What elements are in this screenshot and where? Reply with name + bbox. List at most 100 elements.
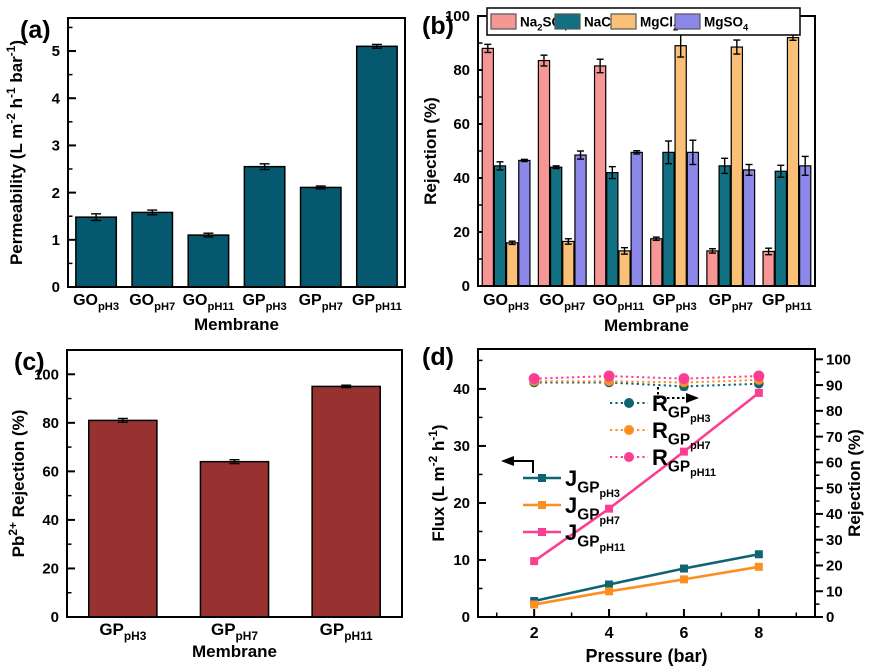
y-axis-title-right: Rejection (%) (845, 429, 864, 537)
legend-swatch-0 (490, 13, 517, 30)
marker-square (530, 600, 539, 609)
bar-b-s3-4 (742, 169, 756, 287)
line-2-rejection (534, 375, 759, 380)
x-tick-label: 8 (754, 625, 763, 642)
y-axis-title-left: Flux (L m-2 h-1) (426, 424, 448, 541)
bar-b-s1-3 (662, 151, 675, 287)
bar-b-s2-3 (674, 45, 687, 287)
bar-a-3 (243, 165, 286, 288)
legend-J-1: JGPpH7 (565, 493, 620, 527)
right-axis-arrow (657, 387, 688, 399)
bar-b-s1-1 (549, 166, 563, 287)
y-tick-label: 100 (34, 366, 59, 383)
y-tick-label: 60 (42, 464, 59, 481)
panel-letter-c: (c) (14, 348, 45, 376)
panel-b-chart: 0 20 40 60 80 100 Na2SO4NaClMgCl2MgSO4 GOpH3 GOp… (421, 7, 816, 335)
marker-square (605, 504, 614, 513)
panel-a-plot: 0 1 2 3 4 5 GOpH3 GOpH7 GOpH11 GPpH3 GPpH7 GPpH11 Me… (4, 17, 406, 334)
legend-J-0: JGPpH3 (565, 466, 620, 500)
bar-a-4 (299, 186, 342, 288)
y-axis-title: Pb2+ Rejection (%) (6, 410, 28, 558)
bar-a-0 (75, 216, 118, 288)
panel-b: 0 20 40 60 80 100 Na2SO4NaClMgCl2MgSO4 GOpH3 GOp… (420, 0, 877, 335)
y-tick-label: 4 (52, 90, 61, 107)
panel-a-chart: 0 1 2 3 4 5 GOpH3 GOpH7 GOpH11 GPpH3 GPpH7 GPpH11 Me… (4, 16, 406, 334)
bar-b-s0-4 (706, 250, 719, 287)
y-tick-label: 80 (453, 62, 470, 79)
bar-b-s2-1 (562, 240, 575, 287)
panel-c-plot: 0 20 40 60 80 100 GPpH3 GPpH7 GPpH11 Membrane Pb2+… (6, 349, 403, 661)
y-tick-label: 20 (42, 561, 59, 578)
x-axis-title: Membrane (604, 316, 689, 335)
x-category-label: GPpH7 (709, 292, 753, 313)
y-tick-label: 40 (453, 170, 470, 187)
bar-b-s1-5 (774, 170, 788, 287)
y-tick-label: 0 (51, 609, 59, 626)
bar-b-s1-2 (606, 172, 619, 287)
legend-label-3: MgSO4 (704, 15, 749, 33)
y-tick-label: 80 (826, 403, 843, 420)
left-axis-arrow (512, 460, 534, 473)
x-category-label: GOpH7 (129, 292, 175, 313)
line-0-rejection (534, 381, 759, 388)
legend-R-1: RGPpH7 (652, 418, 711, 452)
panel-c: 0 20 40 60 80 100 GPpH3 GPpH7 GPpH11 Membrane Pb2+… (0, 335, 420, 671)
y-tick-label: 2 (52, 185, 60, 202)
marker-square (754, 550, 763, 559)
x-category-label: GOpH3 (73, 292, 119, 313)
x-tick-label: 2 (530, 625, 539, 642)
legend-R-2: RGPpH11 (652, 445, 716, 479)
bar-a-2 (187, 234, 230, 288)
panel-d-chart: 0 10 20 30 40 0 10 20 30 40 50 60 70 80 90 100 2 4 6 8 RGPpH… (422, 343, 864, 666)
x-category-label: GPpH3 (652, 292, 696, 313)
marker-circle (753, 370, 765, 382)
y-tick-label: 10 (826, 583, 843, 600)
marker-square (679, 575, 688, 584)
line-1-rejection (534, 378, 759, 384)
axis-arrows (501, 387, 699, 473)
bar-b-s2-5 (786, 36, 800, 287)
bar-b-s3-0 (518, 159, 531, 287)
bar-b-s2-0 (505, 242, 519, 287)
panel-d-series (528, 370, 765, 609)
bar-b-s3-2 (630, 151, 643, 287)
x-category-label: GOpH11 (183, 292, 235, 313)
y-tick-label: 20 (826, 558, 843, 575)
x-category-label: GPpH11 (320, 620, 373, 643)
marker-square (605, 580, 614, 589)
y-tick-label: 20 (453, 224, 470, 241)
marker-circle (528, 373, 540, 385)
y-tick-label: 0 (462, 609, 470, 626)
y-tick-label: 0 (52, 279, 60, 296)
x-axis-title: Membrane (194, 315, 279, 334)
legend-swatch-1 (554, 13, 581, 30)
panel-letter-d: (d) (422, 343, 454, 371)
y-tick-label: 50 (826, 480, 843, 497)
y-tick-label: 20 (453, 495, 470, 512)
bar-a-1 (131, 211, 174, 288)
y-axis-title: Permeability (L m-2 h-1 bar-1) (4, 40, 26, 265)
bar-b-s0-5 (762, 250, 775, 287)
x-tick-label: 4 (605, 625, 614, 642)
panel-c-bars (88, 384, 381, 618)
bar-a-5 (355, 45, 398, 288)
x-category-label: GPpH7 (299, 292, 343, 313)
y-tick-label: 60 (453, 116, 470, 133)
panel-a-bars (75, 43, 398, 288)
y-tick-label: 10 (453, 552, 470, 569)
marker-square (754, 562, 763, 571)
bar-b-s1-0 (493, 165, 507, 287)
panel-b-legend: Na2SO4NaClMgCl2MgSO4 (486, 7, 801, 36)
x-axis-title: Membrane (192, 642, 277, 661)
y-tick-label: 100 (445, 8, 470, 25)
x-category-label: GOpH7 (539, 292, 585, 313)
marker-circle (603, 370, 615, 382)
panel-a: 0 1 2 3 4 5 GOpH3 GOpH7 GOpH11 GPpH3 GPpH7 GPpH11 Me… (0, 0, 420, 335)
bar-b-s3-5 (799, 165, 812, 287)
legend-swatch-3 (674, 13, 701, 30)
y-tick-label: 40 (826, 506, 843, 523)
panel-d-plot: 0 10 20 30 40 0 10 20 30 40 50 60 70 80 90 100 2 4 6 8 RGPpH… (426, 348, 864, 666)
